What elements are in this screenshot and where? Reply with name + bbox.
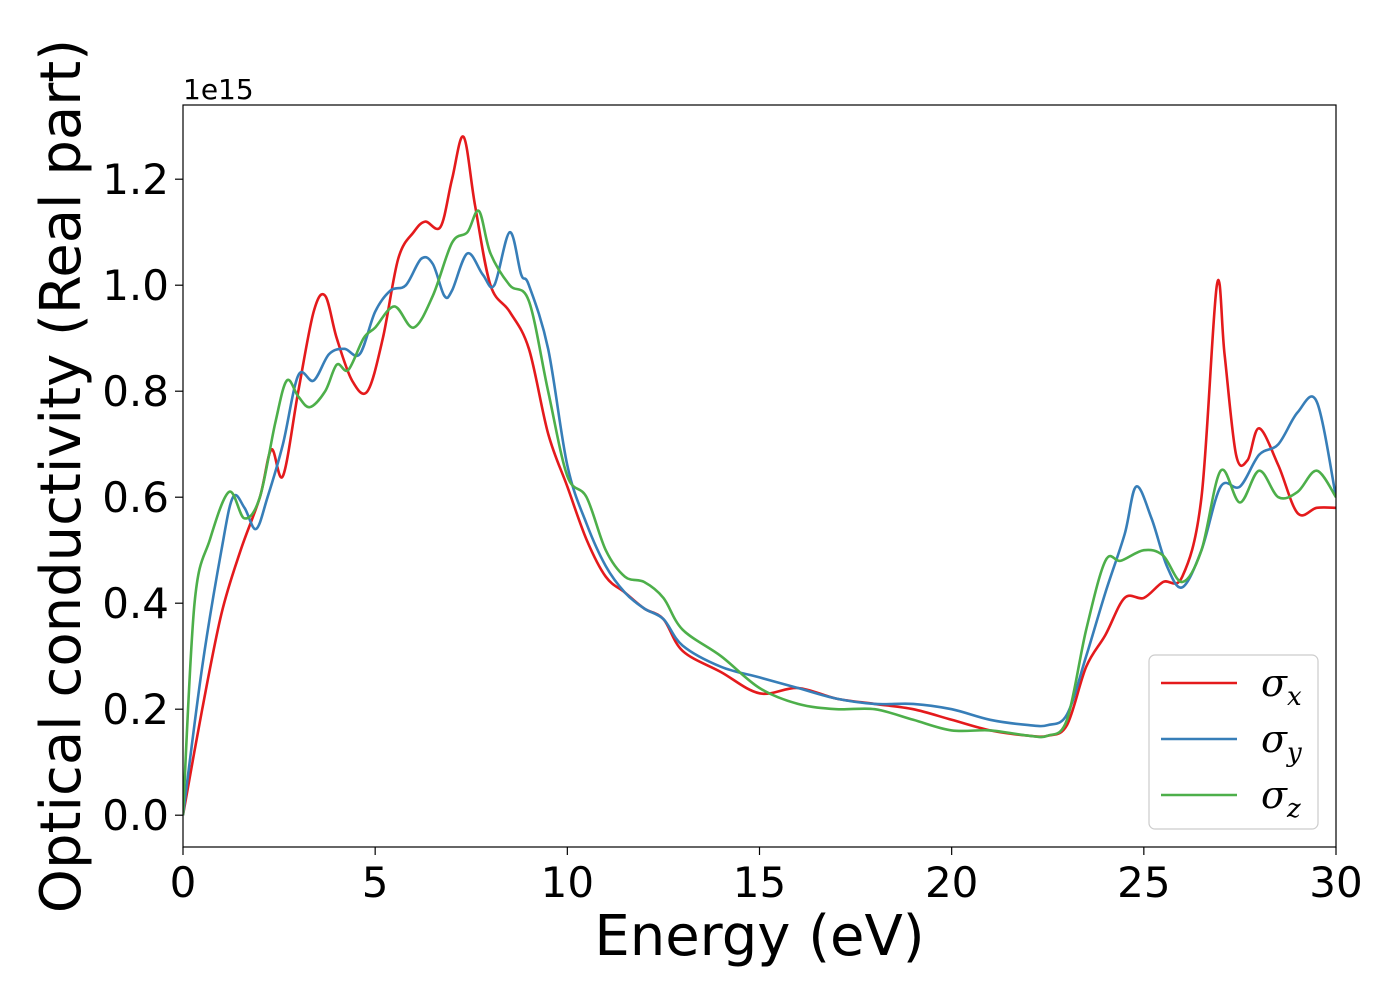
series-line-z	[183, 209, 1336, 816]
series-layer	[183, 135, 1336, 816]
x-axis: 0 5 10 15 20 25 30	[170, 847, 1363, 907]
x-tick-label: 15	[733, 858, 786, 907]
y-tick-label: 1.2	[102, 155, 169, 204]
legend-box	[1148, 654, 1319, 830]
legend-label-y: σy	[1261, 717, 1302, 768]
x-tick-label: 30	[1309, 858, 1362, 907]
x-axis-label: Energy (eV)	[594, 904, 924, 969]
y-axis-offset-label: 1e15	[183, 73, 254, 106]
legend-label-x: σx	[1261, 661, 1302, 712]
y-axis: 0.0 0.2 0.4 0.6 0.8 1.0 1.2	[102, 155, 183, 840]
x-tick-label: 10	[541, 858, 594, 907]
series-line-y	[183, 230, 1336, 816]
legend-label-z: σz	[1261, 773, 1301, 824]
x-tick-label: 0	[170, 858, 197, 907]
x-tick-label: 25	[1117, 858, 1170, 907]
y-tick-label: 0.0	[102, 791, 169, 840]
x-tick-label: 5	[362, 858, 389, 907]
y-tick-label: 0.6	[102, 473, 169, 522]
x-tick-label: 20	[925, 858, 978, 907]
y-tick-label: 0.2	[102, 685, 169, 734]
y-tick-label: 0.4	[102, 579, 169, 628]
y-axis-label: Optical conductivity (Real part)	[29, 39, 94, 913]
y-tick-label: 0.8	[102, 367, 169, 416]
y-tick-label: 1.0	[102, 261, 169, 310]
